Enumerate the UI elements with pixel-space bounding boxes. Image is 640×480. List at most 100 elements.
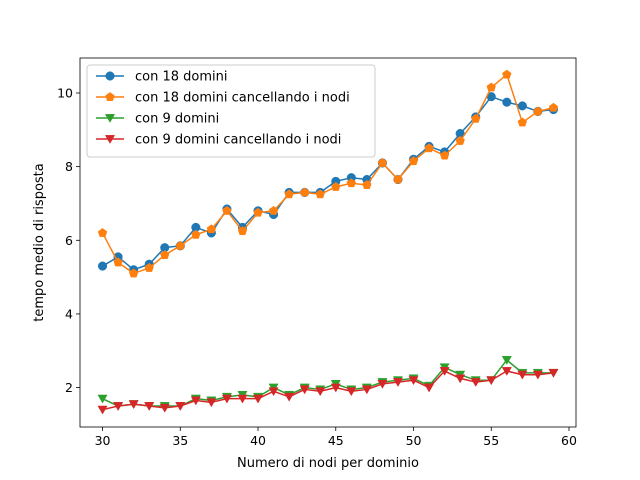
series-2 — [97, 69, 559, 278]
legend-marker — [104, 135, 116, 144]
data-point — [455, 135, 465, 145]
y-axis-label: tempo medio di risposta — [32, 163, 47, 321]
data-point — [175, 240, 185, 250]
data-point — [253, 207, 263, 217]
data-point — [362, 180, 372, 190]
data-point — [284, 189, 294, 199]
data-point — [190, 396, 201, 406]
plot-area — [97, 69, 559, 415]
data-point — [144, 263, 154, 272]
data-point — [346, 387, 357, 397]
data-point — [97, 405, 108, 415]
data-point — [300, 187, 310, 197]
series-line — [102, 370, 554, 411]
data-point — [502, 69, 512, 79]
legend-entry-2: con 18 domini cancellando i nodi — [96, 91, 350, 106]
data-point — [315, 189, 325, 199]
y-tick-label: 4 — [65, 306, 73, 321]
data-point — [517, 117, 528, 127]
x-tick-label: 55 — [483, 433, 499, 448]
data-point — [377, 158, 388, 167]
data-point — [128, 400, 139, 410]
y-tick-label: 8 — [65, 159, 73, 174]
data-point — [470, 378, 481, 387]
x-tick-label: 50 — [406, 433, 422, 448]
data-point — [532, 370, 543, 380]
data-point — [501, 356, 512, 365]
data-point — [253, 394, 264, 404]
data-point — [159, 403, 170, 413]
data-point — [175, 402, 186, 411]
legend-box — [86, 64, 376, 158]
x-tick-label: 35 — [172, 433, 188, 448]
legend-label: con 18 domini — [135, 70, 227, 85]
legend-label: con 18 domini cancellando i nodi — [135, 91, 350, 106]
data-point — [191, 229, 201, 239]
data-point — [144, 402, 155, 411]
y-tick-label: 10 — [57, 85, 73, 100]
data-point — [548, 102, 559, 112]
data-point — [393, 174, 403, 184]
y-tick-label: 2 — [65, 380, 73, 395]
legend-marker — [105, 71, 115, 81]
data-point — [330, 383, 341, 393]
data-point — [533, 106, 543, 116]
data-point — [408, 376, 419, 386]
legend-marker — [105, 92, 115, 101]
legend: con 18 domini con 18 domini cancellando i… — [86, 64, 376, 158]
legend-entry-4: con 9 domini cancellando i nodi — [96, 133, 341, 148]
data-point — [501, 367, 512, 376]
data-point — [128, 268, 139, 278]
data-point — [113, 402, 124, 411]
data-point — [113, 257, 123, 267]
data-point — [237, 394, 248, 404]
legend-entry-3: con 9 domini — [96, 112, 219, 127]
data-point — [424, 383, 435, 393]
data-point — [439, 150, 450, 160]
series-4 — [97, 367, 559, 415]
data-point — [471, 113, 481, 123]
data-point — [97, 394, 108, 404]
data-point — [222, 205, 232, 215]
series-line — [102, 359, 554, 407]
y-tick-label: 6 — [65, 233, 73, 248]
data-point — [346, 178, 356, 188]
data-point — [361, 385, 372, 395]
data-point — [97, 261, 108, 271]
axes-frame — [79, 57, 577, 428]
x-axis-label: Numero di nodi per dominio — [237, 456, 419, 471]
data-point — [331, 181, 341, 191]
data-point — [486, 376, 497, 386]
legend-marker — [104, 114, 116, 123]
data-point — [237, 226, 248, 236]
x-tick-label: 40 — [250, 433, 266, 448]
data-point — [160, 250, 170, 259]
data-point — [299, 385, 310, 395]
data-point — [517, 101, 527, 111]
x-tick-label: 30 — [95, 433, 111, 448]
data-point — [377, 379, 388, 389]
data-point — [424, 143, 434, 153]
data-point — [439, 367, 450, 376]
data-point — [502, 97, 512, 107]
data-point — [221, 394, 232, 404]
data-point — [284, 392, 295, 402]
data-point — [392, 378, 403, 387]
legend-label: con 9 domini — [135, 112, 219, 127]
data-point — [517, 370, 528, 380]
data-point — [268, 387, 279, 397]
legend-entry-1: con 18 domini — [96, 70, 227, 85]
x-tick-label: 45 — [328, 433, 344, 448]
data-point — [206, 398, 217, 408]
data-point — [206, 224, 217, 234]
data-point — [268, 205, 279, 215]
data-point — [486, 82, 496, 92]
data-point — [408, 156, 419, 166]
legend-label: con 9 domini cancellando i nodi — [135, 133, 341, 148]
data-point — [548, 368, 559, 378]
data-point — [315, 387, 326, 397]
x-tick-label: 60 — [561, 433, 577, 448]
data-point — [455, 374, 466, 384]
